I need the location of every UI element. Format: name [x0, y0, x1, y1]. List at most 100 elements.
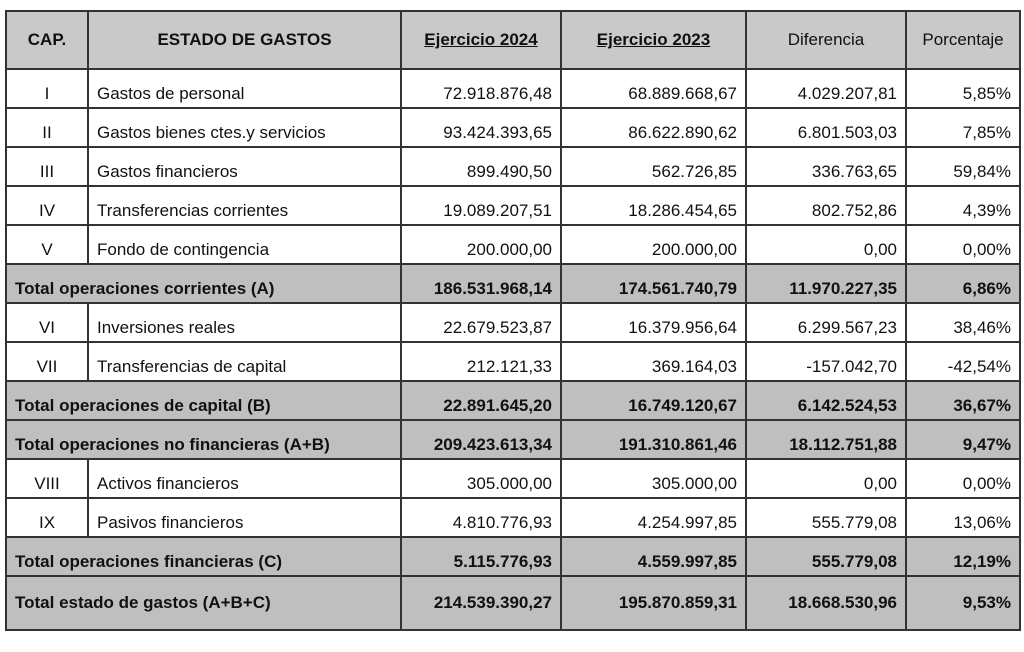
- difference-cell: 336.763,65: [745, 146, 907, 187]
- percentage-cell: 0,00%: [905, 458, 1021, 499]
- difference-cell: 555.779,08: [745, 497, 907, 538]
- concept-cell: Fondo de contingencia: [87, 224, 402, 265]
- percentage-cell: 59,84%: [905, 146, 1021, 187]
- concept-cell: Activos financieros: [87, 458, 402, 499]
- percentage-cell: 13,06%: [905, 497, 1021, 538]
- header-difference: Diferencia: [745, 10, 907, 70]
- total-row: Total estado de gastos (A+B+C) 214.539.39…: [5, 575, 1021, 631]
- difference-cell: 18.668.530,96: [745, 575, 907, 631]
- percentage-cell: 9,47%: [905, 419, 1021, 460]
- amount-2023-cell: 174.561.740,79: [560, 263, 747, 304]
- difference-cell: -157.042,70: [745, 341, 907, 382]
- concept-cell: Gastos bienes ctes.y servicios: [87, 107, 402, 148]
- amount-2023-cell: 86.622.890,62: [560, 107, 747, 148]
- percentage-cell: 6,86%: [905, 263, 1021, 304]
- table-row: VI Inversiones reales 22.679.523,87 16.379.…: [5, 302, 1021, 343]
- table-row: IX Pasivos financieros 4.810.776,93 4.254.9…: [5, 497, 1021, 538]
- total-row: Total operaciones financieras (C) 5.115.7…: [5, 536, 1021, 577]
- difference-cell: 4.029.207,81: [745, 68, 907, 109]
- concept-cell: Transferencias corrientes: [87, 185, 402, 226]
- table-row: I Gastos de personal 72.918.876,48 68.889.6…: [5, 68, 1021, 109]
- chapter-cell: VII: [5, 341, 89, 382]
- chapter-cell: VIII: [5, 458, 89, 499]
- table-row: II Gastos bienes ctes.y servicios 93.424.3…: [5, 107, 1021, 148]
- amount-2024-cell: 19.089.207,51: [400, 185, 562, 226]
- percentage-cell: 0,00%: [905, 224, 1021, 265]
- table-row: VIII Activos financieros 305.000,00 305.000…: [5, 458, 1021, 499]
- concept-cell: Inversiones reales: [87, 302, 402, 343]
- difference-cell: 6.142.524,53: [745, 380, 907, 421]
- chapter-cell: I: [5, 68, 89, 109]
- header-row: CAP. ESTADO DE GASTOS Ejercicio 2024 Eje…: [5, 10, 1021, 70]
- header-cap: CAP.: [5, 10, 89, 70]
- total-label: Total operaciones financieras (C): [5, 536, 402, 577]
- amount-2023-cell: 369.164,03: [560, 341, 747, 382]
- header-2024: Ejercicio 2024: [400, 10, 562, 70]
- difference-cell: 0,00: [745, 458, 907, 499]
- amount-2023-cell: 195.870.859,31: [560, 575, 747, 631]
- percentage-cell: 12,19%: [905, 536, 1021, 577]
- chapter-cell: VI: [5, 302, 89, 343]
- total-row: Total operaciones no financieras (A+B) 20…: [5, 419, 1021, 460]
- amount-2024-cell: 72.918.876,48: [400, 68, 562, 109]
- amount-2024-cell: 186.531.968,14: [400, 263, 562, 304]
- concept-cell: Gastos financieros: [87, 146, 402, 187]
- total-row: Total operaciones corrientes (A) 186.531.…: [5, 263, 1021, 304]
- total-label: Total estado de gastos (A+B+C): [5, 575, 402, 631]
- amount-2024-cell: 5.115.776,93: [400, 536, 562, 577]
- amount-2024-cell: 93.424.393,65: [400, 107, 562, 148]
- total-label: Total operaciones no financieras (A+B): [5, 419, 402, 460]
- amount-2023-cell: 200.000,00: [560, 224, 747, 265]
- amount-2024-cell: 22.679.523,87: [400, 302, 562, 343]
- amount-2023-cell: 18.286.454,65: [560, 185, 747, 226]
- percentage-cell: 36,67%: [905, 380, 1021, 421]
- chapter-cell: II: [5, 107, 89, 148]
- amount-2023-cell: 16.379.956,64: [560, 302, 747, 343]
- amount-2023-cell: 4.254.997,85: [560, 497, 747, 538]
- difference-cell: 18.112.751,88: [745, 419, 907, 460]
- concept-cell: Pasivos financieros: [87, 497, 402, 538]
- table-row: III Gastos financieros 899.490,50 562.726,8…: [5, 146, 1021, 187]
- table-row: IV Transferencias corrientes 19.089.207,51…: [5, 185, 1021, 226]
- concept-cell: Transferencias de capital: [87, 341, 402, 382]
- amount-2024-cell: 209.423.613,34: [400, 419, 562, 460]
- header-percentage: Porcentaje: [905, 10, 1021, 70]
- difference-cell: 802.752,86: [745, 185, 907, 226]
- percentage-cell: 7,85%: [905, 107, 1021, 148]
- amount-2024-cell: 214.539.390,27: [400, 575, 562, 631]
- amount-2024-cell: 200.000,00: [400, 224, 562, 265]
- chapter-cell: IV: [5, 185, 89, 226]
- table-row: V Fondo de contingencia 200.000,00 200.000,…: [5, 224, 1021, 265]
- amount-2023-cell: 4.559.997,85: [560, 536, 747, 577]
- difference-cell: 6.299.567,23: [745, 302, 907, 343]
- concept-cell: Gastos de personal: [87, 68, 402, 109]
- header-2023: Ejercicio 2023: [560, 10, 747, 70]
- difference-cell: 555.779,08: [745, 536, 907, 577]
- amount-2024-cell: 22.891.645,20: [400, 380, 562, 421]
- total-label: Total operaciones de capital (B): [5, 380, 402, 421]
- percentage-cell: 5,85%: [905, 68, 1021, 109]
- chapter-cell: IX: [5, 497, 89, 538]
- difference-cell: 6.801.503,03: [745, 107, 907, 148]
- amount-2024-cell: 4.810.776,93: [400, 497, 562, 538]
- amount-2023-cell: 191.310.861,46: [560, 419, 747, 460]
- amount-2023-cell: 68.889.668,67: [560, 68, 747, 109]
- percentage-cell: 38,46%: [905, 302, 1021, 343]
- percentage-cell: 4,39%: [905, 185, 1021, 226]
- amount-2023-cell: 305.000,00: [560, 458, 747, 499]
- total-label: Total operaciones corrientes (A): [5, 263, 402, 304]
- chapter-cell: V: [5, 224, 89, 265]
- header-concept: ESTADO DE GASTOS: [87, 10, 402, 70]
- expense-table: CAP. ESTADO DE GASTOS Ejercicio 2024 Eje…: [5, 10, 1021, 631]
- amount-2024-cell: 899.490,50: [400, 146, 562, 187]
- percentage-cell: 9,53%: [905, 575, 1021, 631]
- total-row: Total operaciones de capital (B) 22.891.6…: [5, 380, 1021, 421]
- table-row: VII Transferencias de capital 212.121,33 36…: [5, 341, 1021, 382]
- chapter-cell: III: [5, 146, 89, 187]
- difference-cell: 0,00: [745, 224, 907, 265]
- percentage-cell: -42,54%: [905, 341, 1021, 382]
- amount-2023-cell: 16.749.120,67: [560, 380, 747, 421]
- difference-cell: 11.970.227,35: [745, 263, 907, 304]
- amount-2023-cell: 562.726,85: [560, 146, 747, 187]
- amount-2024-cell: 212.121,33: [400, 341, 562, 382]
